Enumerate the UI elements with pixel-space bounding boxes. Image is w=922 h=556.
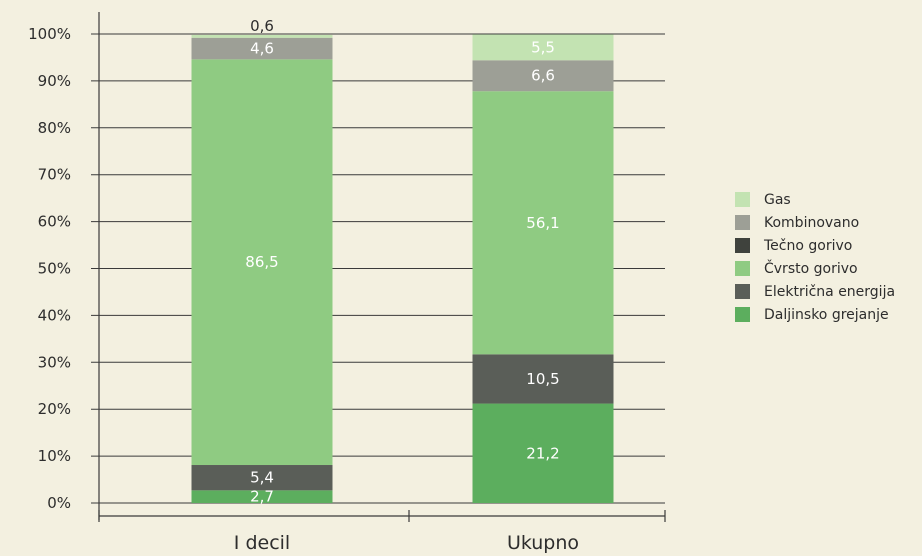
y-tick-label: 0% — [47, 494, 71, 512]
y-tick-label: 70% — [38, 166, 71, 184]
data-label: 4,6 — [250, 40, 274, 58]
bar-segment — [472, 403, 614, 503]
legend-label: Tečno gorivo — [764, 237, 853, 254]
data-label: 21,2 — [526, 444, 559, 462]
legend-swatch — [735, 284, 750, 299]
data-label: 2,7 — [250, 488, 274, 506]
y-tick-label: 100% — [28, 25, 71, 43]
data-label: 6,6 — [531, 67, 555, 85]
bar-segment — [472, 91, 614, 355]
data-label: 10,5 — [526, 370, 559, 388]
legend-swatch — [735, 192, 750, 207]
x-category-label: Ukupno — [507, 532, 579, 554]
bar-segment — [191, 34, 333, 38]
legend-item: Čvrsto gorivo — [735, 257, 895, 280]
legend-swatch — [735, 238, 750, 253]
legend-label: Kombinovano — [764, 214, 860, 231]
bar-segment — [472, 34, 614, 61]
y-tick-label: 80% — [38, 119, 71, 137]
data-label: 0,6 — [250, 17, 274, 35]
legend-swatch — [735, 307, 750, 322]
legend-item: Kombinovano — [735, 211, 895, 234]
x-category-label: I decil — [234, 532, 290, 554]
legend-label: Električna energija — [764, 283, 896, 300]
bar-segment — [191, 490, 333, 503]
data-label: 56,1 — [526, 214, 559, 232]
y-tick-label: 20% — [38, 400, 71, 418]
legend-item: Električna energija — [735, 280, 895, 303]
data-label: 5,4 — [250, 469, 274, 487]
legend-swatch — [735, 261, 750, 276]
legend-item: Daljinsko grejanje — [735, 303, 895, 326]
bar-segment — [191, 465, 333, 491]
y-tick-label: 40% — [38, 306, 71, 324]
legend: Gas Kombinovano Tečno gorivo Čvrsto gorivo E… — [735, 188, 895, 326]
y-tick-label: 10% — [38, 447, 71, 465]
legend-label: Gas — [764, 191, 791, 208]
y-tick-label: 50% — [38, 260, 71, 278]
bar-segment — [191, 59, 333, 466]
legend-label: Čvrsto gorivo — [764, 260, 858, 277]
y-tick-label: 30% — [38, 353, 71, 371]
data-label: 5,5 — [531, 38, 555, 56]
legend-swatch — [735, 215, 750, 230]
legend-item: Gas — [735, 188, 895, 211]
bar-segment — [472, 354, 614, 404]
bar-segment — [472, 60, 614, 92]
legend-item: Tečno gorivo — [735, 234, 895, 257]
y-tick-label: 60% — [38, 213, 71, 231]
data-label: 86,5 — [245, 253, 278, 271]
bar-segment — [191, 37, 333, 60]
legend-label: Daljinsko grejanje — [764, 306, 889, 323]
y-tick-label: 90% — [38, 72, 71, 90]
